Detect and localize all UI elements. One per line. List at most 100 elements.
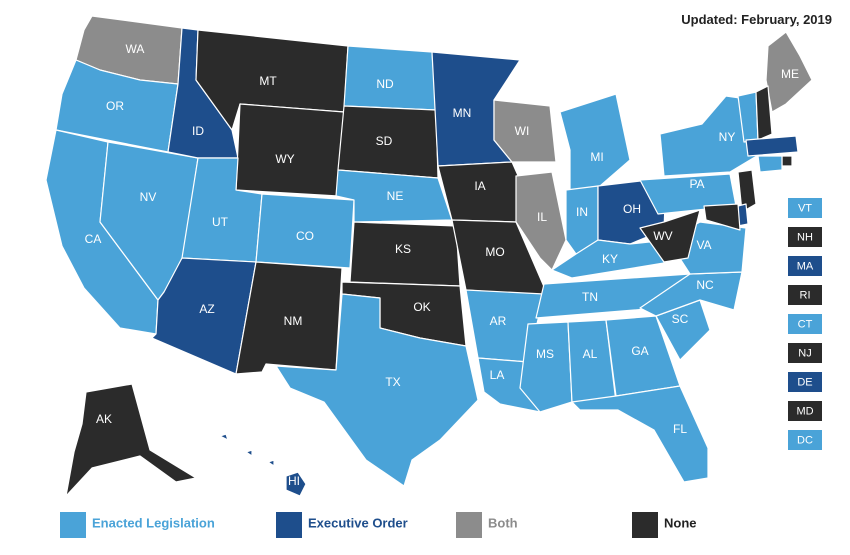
state-ky <box>551 239 671 279</box>
state-label-ut: UT <box>212 215 229 229</box>
state-label-ga: GA <box>631 344 648 358</box>
state-label-sd: SD <box>376 134 393 148</box>
state-label-in: IN <box>576 205 588 219</box>
state-label-hi: HI <box>288 474 300 488</box>
state-label-tn: TN <box>582 290 598 304</box>
state-label-mn: MN <box>453 106 472 120</box>
legend-label: None <box>664 515 697 530</box>
state-label-nm: NM <box>284 314 303 328</box>
state-label-wy: WY <box>275 152 294 166</box>
state-label-va: VA <box>696 238 711 252</box>
state-label-tx: TX <box>385 375 400 389</box>
state-label-me: ME <box>781 67 799 81</box>
state-label-mi: MI <box>590 150 603 164</box>
state-label-pa: PA <box>689 177 704 191</box>
state-label-id: ID <box>192 124 204 138</box>
small-state-label: NH <box>797 231 813 243</box>
state-wy <box>235 103 345 197</box>
state-label-ar: AR <box>490 314 507 328</box>
small-state-box-vt: VT <box>788 198 822 218</box>
state-label-wv: WV <box>653 229 672 243</box>
state-fl <box>571 385 709 483</box>
small-state-box-md: MD <box>788 401 822 421</box>
small-state-swatch <box>788 256 822 276</box>
state-label-ok: OK <box>413 300 430 314</box>
small-state-swatch <box>788 314 822 334</box>
small-state-label: DC <box>797 434 813 446</box>
small-state-label: RI <box>800 289 811 301</box>
small-state-label: CT <box>798 318 813 330</box>
small-state-swatch <box>788 227 822 247</box>
small-state-box-ct: CT <box>788 314 822 334</box>
legend-item-enacted: Enacted Legislation <box>60 512 215 538</box>
state-label-oh: OH <box>623 202 641 216</box>
state-ak <box>65 383 197 497</box>
small-state-label: NJ <box>798 347 811 359</box>
state-label-la: LA <box>490 368 505 382</box>
state-label-sc: SC <box>672 312 689 326</box>
legend-swatch <box>60 512 86 538</box>
state-nh <box>755 85 773 141</box>
small-state-swatch <box>788 401 822 421</box>
state-label-nd: ND <box>376 77 394 91</box>
legend-swatch <box>276 512 302 538</box>
state-ms <box>519 321 573 413</box>
state-label-ca: CA <box>85 232 102 246</box>
state-label-al: AL <box>583 347 598 361</box>
state-md <box>703 203 741 231</box>
state-wi <box>493 99 557 163</box>
small-state-label: MA <box>797 260 814 272</box>
small-state-box-ma: MA <box>788 256 822 276</box>
small-state-swatch <box>788 372 822 392</box>
small-state-box-de: DE <box>788 372 822 392</box>
state-ma <box>745 135 799 157</box>
state-label-nc: NC <box>696 278 714 292</box>
legend-swatch <box>456 512 482 538</box>
small-state-box-nj: NJ <box>788 343 822 363</box>
state-nj <box>737 169 757 213</box>
state-label-ks: KS <box>395 242 411 256</box>
small-state-box-ri: RI <box>788 285 822 305</box>
small-state-swatch <box>788 198 822 218</box>
updated-date: Updated: February, 2019 <box>681 12 832 27</box>
legend-item-exec: Executive Order <box>276 512 408 538</box>
state-tx <box>275 293 479 487</box>
legend-item-none: None <box>632 512 697 538</box>
state-label-fl: FL <box>673 422 687 436</box>
state-label-co: CO <box>296 229 314 243</box>
state-label-mt: MT <box>259 74 277 88</box>
state-label-ky: KY <box>602 252 618 266</box>
small-state-swatch <box>788 343 822 363</box>
legend-label: Executive Order <box>308 515 408 530</box>
state-hi <box>219 433 307 497</box>
state-label-ms: MS <box>536 347 554 361</box>
state-label-ny: NY <box>719 130 736 144</box>
state-co <box>255 193 355 269</box>
state-label-wa: WA <box>126 42 145 56</box>
state-label-wi: WI <box>515 124 530 138</box>
legend-item-both: Both <box>456 512 518 538</box>
state-label-ak: AK <box>96 412 112 426</box>
small-state-box-nh: NH <box>788 227 822 247</box>
state-nm <box>235 261 343 375</box>
state-label-az: AZ <box>199 302 214 316</box>
state-label-or: OR <box>106 99 124 113</box>
small-state-label: DE <box>797 376 812 388</box>
state-label-ia: IA <box>474 179 485 193</box>
small-state-swatch <box>788 430 822 450</box>
small-state-box-dc: DC <box>788 430 822 450</box>
state-label-mo: MO <box>485 245 504 259</box>
small-state-label: MD <box>796 405 813 417</box>
small-state-swatch <box>788 285 822 305</box>
state-me <box>765 31 813 113</box>
state-label-ne: NE <box>387 189 404 203</box>
state-ct <box>757 155 783 173</box>
legend-swatch <box>632 512 658 538</box>
state-wv <box>639 209 701 263</box>
state-ri <box>781 155 793 167</box>
legend-label: Both <box>488 515 518 530</box>
state-label-il: IL <box>537 210 547 224</box>
legend-label: Enacted Legislation <box>92 515 215 530</box>
